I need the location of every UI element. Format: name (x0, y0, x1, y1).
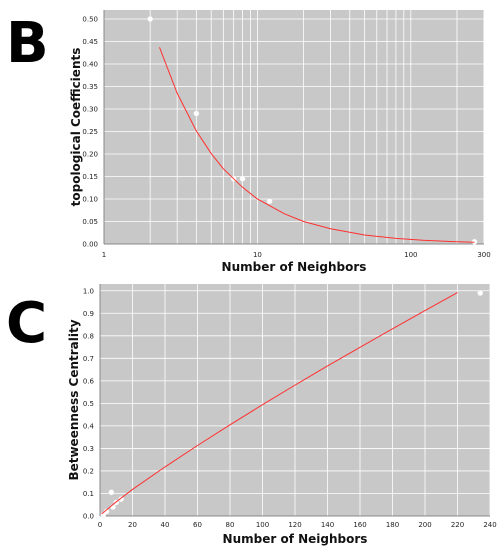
x-axis-label: Number of Neighbors (222, 260, 367, 274)
y-tick-label: 0.5 (83, 400, 94, 408)
data-point (239, 175, 246, 182)
y-tick-label: 0.00 (82, 241, 98, 249)
plot-area (104, 10, 484, 244)
data-point (193, 110, 200, 117)
y-axis-label: topological Coefficients (69, 48, 83, 207)
x-tick-label: 240 (483, 521, 496, 529)
x-tick-label: 100 (256, 521, 269, 529)
y-tick-label: 0.20 (82, 151, 98, 159)
data-point (266, 198, 273, 205)
y-tick-label: 0.8 (83, 332, 94, 340)
x-tick-label: 40 (161, 521, 170, 529)
data-point (108, 489, 115, 496)
x-tick-label: 20 (128, 521, 137, 529)
y-tick-label: 0.30 (82, 106, 98, 114)
y-tick-label: 0.45 (82, 38, 98, 46)
x-tick-label: 200 (418, 521, 431, 529)
data-point (118, 496, 124, 502)
x-tick-label: 1 (102, 251, 106, 259)
x-tick-label: 10 (253, 251, 262, 259)
panel-letter: C (6, 291, 47, 356)
x-tick-label: 60 (193, 521, 202, 529)
x-tick-label: 100 (404, 251, 417, 259)
y-tick-label: 0.40 (82, 61, 98, 69)
fit-line (101, 292, 458, 515)
y-tick-label: 0.50 (82, 16, 98, 24)
y-tick-label: 0.1 (83, 490, 94, 498)
x-tick-label: 180 (386, 521, 399, 529)
x-tick-label: 80 (226, 521, 235, 529)
y-axis-label: Betweenness Centrality (67, 319, 81, 480)
y-tick-label: 0.05 (82, 218, 98, 226)
y-tick-label: 0.6 (83, 377, 95, 385)
x-tick-label: 140 (321, 521, 334, 529)
y-tick-label: 0.25 (82, 128, 98, 136)
y-tick-label: 0.2 (83, 467, 94, 475)
fit-line (159, 47, 475, 243)
y-tick-label: 0.10 (82, 196, 98, 204)
y-tick-label: 0.3 (83, 445, 94, 453)
panel-letter: B (6, 11, 49, 76)
x-tick-label: 300 (477, 251, 490, 259)
data-point (110, 504, 116, 510)
chart-panel-c: C 0.0 0.1 0.2 0.3 0.4 0.5 0.6 0.7 0.8 0.9 1.0 0 20 40 6… (6, 284, 497, 546)
y-tick-label: 0.0 (83, 513, 94, 521)
x-tick-label: 0 (98, 521, 102, 529)
y-tick-label: 1.0 (83, 287, 94, 295)
x-axis-label: Number of Neighbors (223, 532, 368, 546)
x-tick-label: 120 (288, 521, 301, 529)
y-tick-label: 0.9 (83, 310, 94, 318)
y-tick-label: 0.7 (83, 355, 94, 363)
data-point (477, 290, 484, 296)
y-tick-label: 0.4 (83, 422, 95, 430)
chart-panel-b: B 0.00 0.05 0.10 0.15 0.20 0.25 0.30 0.35 0.40 0.4… (6, 10, 491, 274)
x-tick-label: 160 (353, 521, 366, 529)
x-tick-label: 220 (451, 521, 464, 529)
y-tick-label: 0.15 (82, 173, 98, 181)
y-tick-label: 0.35 (82, 83, 98, 91)
data-point (147, 16, 154, 22)
